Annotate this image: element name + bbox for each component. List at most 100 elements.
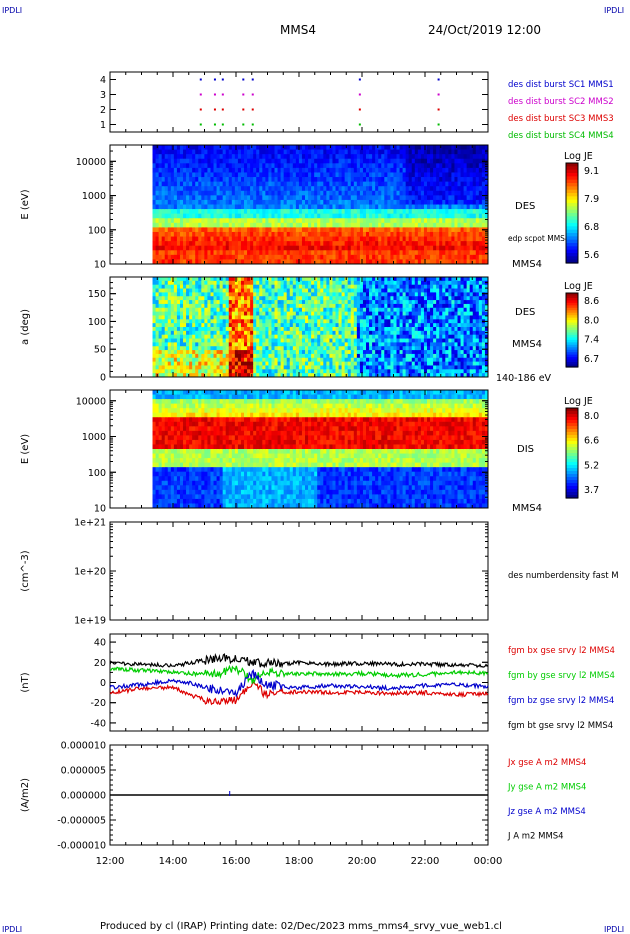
spectrogram-cell — [259, 245, 263, 251]
spectrogram-cell — [186, 241, 190, 247]
spectrogram-cell — [314, 245, 318, 251]
spectrogram-cell — [445, 181, 449, 187]
spectrogram-cell — [170, 357, 175, 363]
spectrogram-cell — [427, 231, 431, 238]
spectrogram-cell — [320, 369, 324, 374]
spectrogram-cell — [344, 231, 349, 238]
spectrogram-cell — [320, 209, 324, 215]
spectrogram-cell — [326, 231, 330, 238]
spectrogram-cell — [436, 245, 440, 251]
spectrogram-cell — [204, 280, 208, 286]
spectrogram-cell — [326, 149, 330, 155]
spectrogram-cell — [158, 199, 163, 205]
spectrogram-cell — [234, 204, 239, 210]
spectrogram-cell — [402, 177, 407, 183]
spectrogram-cell — [161, 327, 166, 332]
spectrogram-cell — [427, 213, 431, 219]
spectrogram-cell — [350, 204, 355, 210]
spectrogram-cell — [469, 149, 474, 155]
spectrogram-cell — [326, 330, 330, 336]
spectrogram-cell — [359, 323, 364, 328]
spectrogram-cell — [353, 167, 358, 173]
spectrogram-cell — [411, 236, 416, 242]
spectrogram-cell — [234, 334, 239, 340]
spectrogram-cell — [472, 172, 477, 178]
spectrogram-cell — [179, 338, 184, 343]
spectrogram-cell — [308, 357, 312, 363]
spectrogram-cell — [186, 369, 190, 374]
spectrogram-cell — [347, 190, 352, 196]
spectrogram-cell — [308, 145, 312, 151]
spectrogram-cell — [381, 227, 385, 233]
spectrogram-cell — [204, 181, 208, 187]
spectrogram-cell — [201, 334, 205, 340]
spectrogram-cell — [271, 172, 276, 178]
spectrogram-cell — [305, 218, 309, 224]
spectrogram-cell — [347, 167, 352, 173]
spectrogram-cell — [311, 199, 315, 205]
spectrogram-cell — [301, 307, 306, 313]
spectrogram-cell — [155, 227, 160, 233]
spectrogram-cell — [213, 199, 218, 205]
spectrogram-cell — [152, 361, 157, 366]
spectrogram-cell — [256, 303, 260, 309]
spectrogram-cell — [195, 303, 199, 309]
spectrogram-cell — [204, 346, 208, 351]
spectrogram-cell — [353, 334, 358, 340]
spectrogram-cell — [439, 181, 443, 187]
spectrogram-cell — [411, 190, 416, 196]
spectrogram-cell — [158, 172, 163, 178]
spectrogram-cell — [259, 231, 263, 238]
spectrogram-cell — [338, 195, 343, 201]
spectrogram-cell — [481, 204, 486, 210]
spectrogram-cell — [240, 209, 245, 215]
spectrogram-cell — [237, 307, 242, 313]
spectrogram-cell — [231, 145, 236, 151]
spectrogram-cell — [353, 296, 358, 301]
spectrogram-cell — [198, 369, 202, 374]
spectrogram-cell — [320, 319, 324, 324]
spectrogram-cell — [317, 195, 321, 201]
spectrogram-cell — [256, 181, 260, 187]
spectrogram-cell — [271, 227, 276, 233]
spectrogram-cell — [152, 350, 157, 355]
spectrogram-cell — [237, 254, 242, 260]
spectrogram-cell — [396, 245, 401, 251]
y-tick-label: 2 — [100, 105, 106, 116]
spectrogram-cell — [164, 361, 169, 366]
spectrogram-cell — [210, 330, 215, 336]
spectrogram-cell — [179, 167, 184, 173]
spectrogram-cell — [219, 177, 224, 183]
spectrogram-cell — [192, 315, 196, 320]
spectrogram-cell — [329, 177, 333, 183]
spectrogram-cell — [356, 222, 361, 228]
spectrogram-cell — [244, 338, 248, 343]
spectrogram-cell — [375, 241, 379, 247]
spectrogram-cell — [292, 236, 297, 242]
spectrogram-cell — [329, 277, 333, 282]
spectrogram-cell — [289, 218, 294, 224]
spectrogram-cell — [280, 323, 285, 328]
spectrogram-cell — [427, 154, 431, 160]
spectrogram-cell — [341, 254, 346, 260]
spectrogram-cell — [210, 236, 215, 242]
spectrogram-cell — [384, 213, 388, 219]
spectrogram-cell — [298, 213, 303, 219]
spectrogram-cell — [234, 303, 239, 309]
spectrogram-cell — [231, 222, 236, 228]
spectrogram-cell — [219, 236, 224, 242]
spectrogram-cell — [192, 373, 196, 378]
spectrogram-cell — [265, 245, 269, 251]
spectrogram-cell — [277, 218, 282, 224]
spectrogram-cell — [463, 250, 468, 256]
spectrogram-cell — [161, 222, 166, 228]
spectrogram-cell — [228, 222, 233, 228]
spectrogram-cell — [259, 296, 263, 301]
spectrogram-cell — [305, 350, 309, 355]
spectrogram-cell — [247, 280, 251, 286]
spectrogram-cell — [274, 167, 279, 173]
spectrogram-cell — [317, 323, 321, 328]
spectrogram-cell — [311, 280, 315, 286]
spectrogram-cell — [460, 199, 465, 205]
spectrogram-cell — [451, 145, 455, 151]
